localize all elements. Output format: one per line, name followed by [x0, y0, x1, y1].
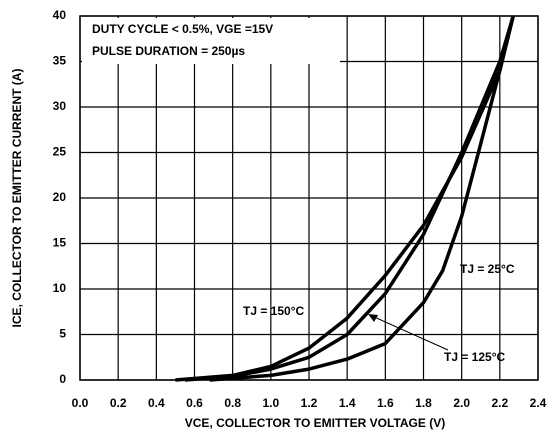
arrowhead — [368, 314, 378, 322]
series-label: TJ = 125°C — [444, 350, 506, 364]
arrow — [371, 315, 449, 351]
y-tick-label: 10 — [53, 281, 67, 295]
y-tick-label: 30 — [53, 99, 67, 113]
y-tick-label: 0 — [59, 372, 66, 386]
x-axis-label: VCE, COLLECTOR TO EMITTER VOLTAGE (V) — [185, 416, 445, 430]
x-tick-label: 1.8 — [415, 396, 432, 410]
line — [175, 15, 515, 382]
x-tick-label: 0.8 — [224, 396, 241, 410]
x-tick-label: 1.0 — [262, 396, 279, 410]
y-tick-label: 5 — [59, 327, 66, 341]
y-tick-label: 40 — [53, 8, 67, 22]
y-tick-label: 20 — [53, 190, 67, 204]
x-tick-label: 1.4 — [339, 396, 356, 410]
x-tick-label: 0.4 — [148, 396, 165, 410]
x-tick-label: 1.2 — [301, 396, 318, 410]
x-tick-label: 1.6 — [377, 396, 394, 410]
annotation-box — [82, 18, 340, 64]
x-tick-label: 0.0 — [72, 396, 89, 410]
x-tick-label: 0.2 — [110, 396, 127, 410]
plot-frame — [79, 15, 539, 381]
x-tick-label: 2.4 — [530, 396, 547, 410]
line — [209, 15, 515, 382]
y-axis-label: ICE, COLLECTOR TO EMITTER CURRENT (A) — [10, 69, 24, 328]
y-tick-label: 15 — [53, 236, 67, 250]
annotation: PULSE DURATION = 250µs — [92, 44, 245, 58]
y-tick-label: 35 — [53, 54, 67, 68]
x-tick-label: 0.6 — [186, 396, 203, 410]
x-tick-label: 2.2 — [491, 396, 508, 410]
x-tick-label: 2.0 — [453, 396, 470, 410]
y-tick-label: 25 — [53, 145, 67, 159]
series-label: TJ = 150°C — [243, 304, 305, 318]
annotation: DUTY CYCLE < 0.5%, VGE =15V — [92, 22, 273, 36]
line — [184, 15, 515, 382]
series-label: TJ = 25°C — [460, 262, 515, 276]
